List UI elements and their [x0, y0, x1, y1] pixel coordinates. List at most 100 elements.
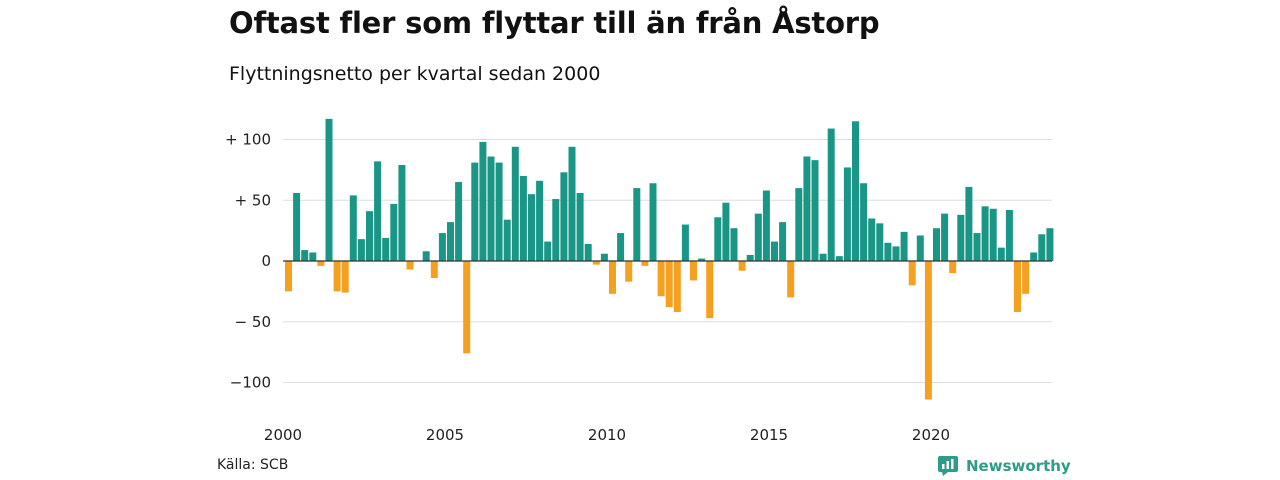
bar	[341, 261, 349, 293]
bar	[301, 250, 309, 261]
bar	[422, 251, 430, 261]
bar	[754, 213, 762, 261]
bar	[673, 261, 681, 313]
bar	[592, 261, 600, 265]
bar	[1005, 209, 1013, 261]
newsworthy-logo-icon	[938, 456, 958, 476]
x-tick-label: 2010	[588, 426, 626, 444]
bar	[487, 156, 495, 261]
bar	[536, 180, 544, 261]
bar	[787, 261, 795, 298]
chart-title: Oftast fler som flyttar till än från Åst…	[229, 6, 880, 40]
bar	[908, 261, 916, 286]
bar	[382, 237, 390, 261]
bar	[1038, 234, 1046, 261]
bar	[746, 254, 754, 261]
bar	[1014, 261, 1021, 313]
bar	[309, 252, 317, 261]
x-tick-label: 2015	[750, 426, 788, 444]
bar	[544, 241, 552, 261]
bar	[495, 162, 503, 261]
bar	[430, 261, 438, 279]
x-tick-label: 2005	[426, 426, 464, 444]
bar	[852, 121, 859, 262]
bar	[617, 233, 625, 261]
bar	[843, 167, 851, 261]
bar	[957, 214, 965, 261]
bar	[609, 261, 616, 294]
bar	[738, 261, 746, 271]
bar	[868, 218, 876, 261]
y-tick-label: −100	[230, 374, 271, 392]
bar	[690, 261, 697, 281]
bar	[892, 246, 900, 261]
bar	[762, 190, 770, 261]
bar	[698, 258, 706, 261]
x-axis-labels: 2000 2005 2010 2015 2020	[264, 426, 950, 444]
bar	[771, 241, 778, 261]
bar	[681, 224, 689, 261]
bar	[625, 261, 633, 282]
bar	[576, 192, 584, 261]
x-tick-label: 2020	[912, 426, 950, 444]
bar	[633, 188, 641, 261]
bar	[924, 261, 932, 400]
y-tick-label: − 50	[235, 313, 271, 331]
bar	[285, 261, 292, 292]
bar	[1046, 228, 1054, 261]
bar	[811, 160, 819, 261]
bar	[463, 261, 471, 354]
bar	[447, 222, 454, 261]
bar	[325, 118, 333, 261]
bar	[730, 228, 738, 261]
bar	[568, 146, 576, 261]
brand-label: Newsworthy	[966, 457, 1071, 475]
bar	[390, 203, 398, 261]
bar	[803, 156, 811, 261]
bar	[1022, 261, 1030, 294]
bar	[819, 253, 827, 261]
bar	[438, 233, 446, 261]
bar	[949, 261, 957, 274]
bar	[722, 202, 730, 261]
y-tick-label: + 100	[225, 131, 271, 149]
source-note: Källa: SCB	[217, 457, 289, 473]
bar	[933, 228, 940, 261]
bar	[827, 128, 835, 261]
chart-subtitle: Flyttningsnetto per kvartal sedan 2000	[229, 63, 601, 85]
x-tick-label: 2000	[264, 426, 302, 444]
bar	[333, 261, 341, 292]
bar	[900, 231, 908, 261]
bar	[600, 253, 608, 261]
bar	[479, 141, 487, 261]
bar	[560, 172, 568, 261]
bar	[584, 243, 592, 261]
bars	[285, 118, 1054, 400]
bar	[649, 183, 657, 261]
bar	[665, 261, 673, 308]
bar	[641, 261, 649, 266]
bar	[989, 208, 997, 261]
bar	[965, 186, 973, 261]
bar	[357, 239, 365, 261]
bar	[997, 247, 1005, 261]
bar	[471, 162, 479, 261]
bar	[941, 213, 949, 261]
bar	[528, 194, 535, 261]
bar	[706, 261, 714, 319]
bar	[714, 217, 722, 261]
bar	[835, 256, 843, 261]
bar	[374, 161, 382, 261]
bar	[779, 222, 787, 261]
bar	[366, 211, 373, 261]
bar	[519, 175, 527, 261]
bar	[455, 182, 463, 261]
bar	[884, 242, 892, 261]
bar	[317, 261, 325, 266]
bar	[657, 261, 665, 297]
newsworthy-logo: Newsworthy	[938, 456, 1071, 476]
bar	[1030, 252, 1038, 261]
bar	[349, 195, 357, 261]
bar	[552, 199, 560, 261]
